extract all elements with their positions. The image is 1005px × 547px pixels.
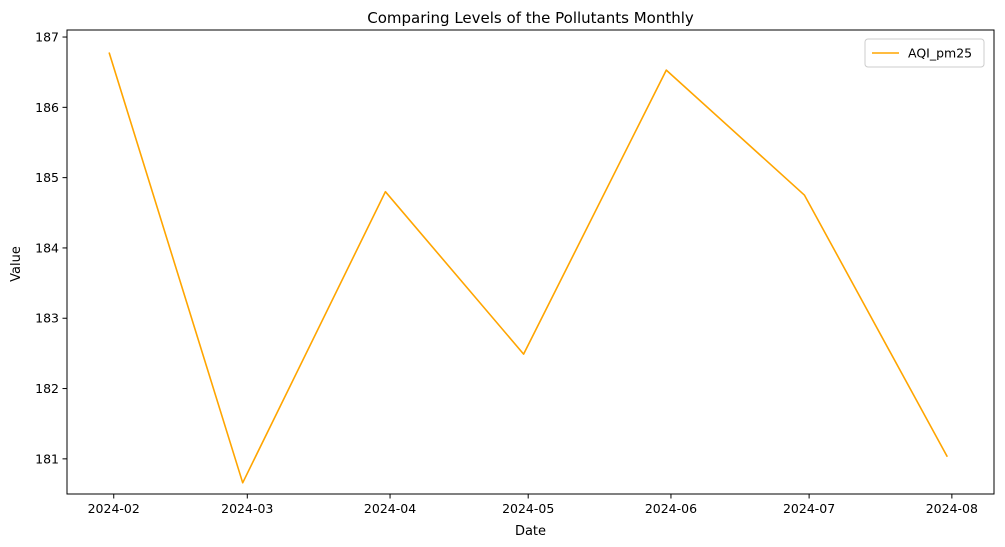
- x-tick-label: 2024-04: [364, 501, 416, 516]
- y-tick-label: 184: [35, 240, 59, 255]
- y-tick-label: 182: [35, 381, 59, 396]
- x-tick-label: 2024-08: [926, 501, 978, 516]
- x-tick-label: 2024-03: [221, 501, 273, 516]
- y-tick-label: 187: [35, 30, 59, 45]
- series-layer: [108, 52, 949, 484]
- plot-frame: [66, 29, 995, 495]
- legend-label: AQI_pm25: [908, 46, 972, 61]
- plot-area: [66, 29, 995, 495]
- chart-title: Comparing Levels of the Pollutants Month…: [367, 9, 694, 27]
- x-axis-label: Date: [515, 524, 546, 539]
- x-tick-label: 2024-06: [645, 501, 697, 516]
- y-tick-label: 186: [35, 100, 59, 115]
- y-tick-label: 181: [35, 451, 59, 466]
- y-axis-ticks: 181 182 183 184 185 186 187: [35, 30, 67, 466]
- y-tick-label: 185: [35, 170, 59, 185]
- legend: AQI_pm25: [864, 38, 985, 68]
- series-line-aqi-pm25: [108, 52, 949, 484]
- x-tick-label: 2024-05: [502, 501, 554, 516]
- y-tick-label: 183: [35, 311, 59, 326]
- x-tick-label: 2024-07: [783, 501, 835, 516]
- legend-box: [864, 38, 985, 68]
- x-axis-ticks: 2024-02 2024-03 2024-04 2024-05 2024-06 2024-…: [88, 494, 978, 516]
- y-axis-label: Value: [9, 246, 24, 282]
- x-tick-label: 2024-02: [88, 501, 140, 516]
